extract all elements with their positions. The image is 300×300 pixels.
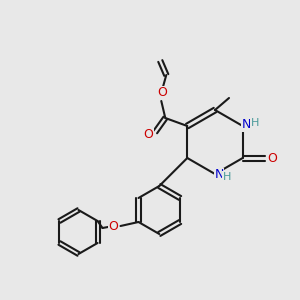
Text: H: H: [250, 118, 259, 128]
Text: O: O: [143, 128, 153, 140]
Text: N: N: [214, 169, 224, 182]
Text: N: N: [242, 118, 251, 131]
Text: O: O: [267, 152, 277, 164]
Text: O: O: [157, 86, 167, 100]
Text: H: H: [223, 172, 231, 182]
Text: O: O: [109, 220, 118, 233]
